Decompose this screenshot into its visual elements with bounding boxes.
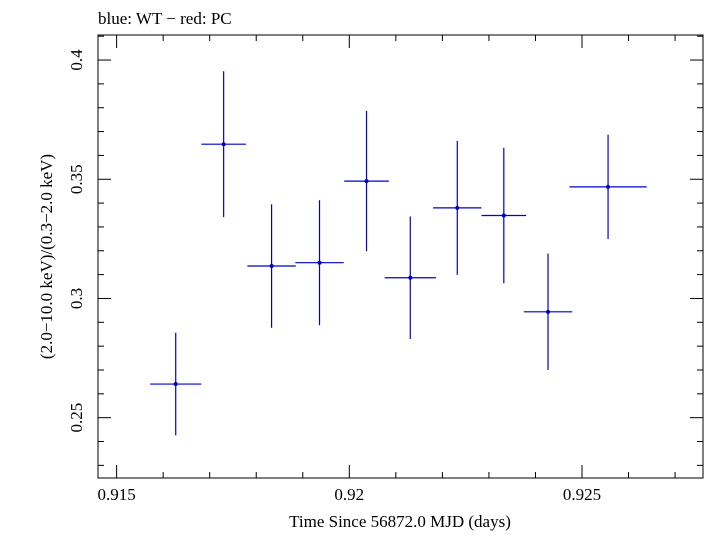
point-marker <box>269 264 274 269</box>
point-marker <box>606 184 611 189</box>
chart-title: blue: WT − red: PC <box>98 9 232 28</box>
point-marker <box>455 205 460 210</box>
point-marker <box>173 382 178 387</box>
axis-ticks <box>98 35 703 478</box>
y-tick-label: 0.3 <box>67 288 86 309</box>
x-tick-label: 0.915 <box>97 485 135 504</box>
point-marker <box>546 309 551 314</box>
tick-labels: 0.915 0.92 0.925 0.25 0.3 0.35 0.4 <box>67 49 601 504</box>
data-points <box>150 71 647 436</box>
y-tick-label: 0.4 <box>67 49 86 71</box>
data-point <box>201 71 246 218</box>
y-tick-label: 0.35 <box>67 164 86 194</box>
data-point <box>295 200 344 326</box>
plot-frame <box>97 34 704 479</box>
point-marker <box>317 260 322 265</box>
y-tick-label: 0.25 <box>67 403 86 433</box>
data-point <box>384 216 436 339</box>
data-point <box>481 147 527 284</box>
data-point <box>433 140 482 275</box>
x-axis-label: Time Since 56872.0 MJD (days) <box>289 512 511 531</box>
data-point <box>344 111 389 252</box>
x-tick-label: 0.925 <box>563 485 601 504</box>
point-marker <box>364 179 369 184</box>
data-point <box>150 332 202 436</box>
x-tick-label: 0.92 <box>334 485 364 504</box>
point-marker <box>408 275 413 280</box>
point-marker <box>221 142 226 147</box>
data-point <box>569 134 647 240</box>
point-marker <box>501 213 506 218</box>
data-point <box>523 253 573 370</box>
data-point <box>247 204 296 328</box>
y-axis-label: (2.0−10.0 keV)/(0.3−2.0 keV) <box>37 154 56 359</box>
